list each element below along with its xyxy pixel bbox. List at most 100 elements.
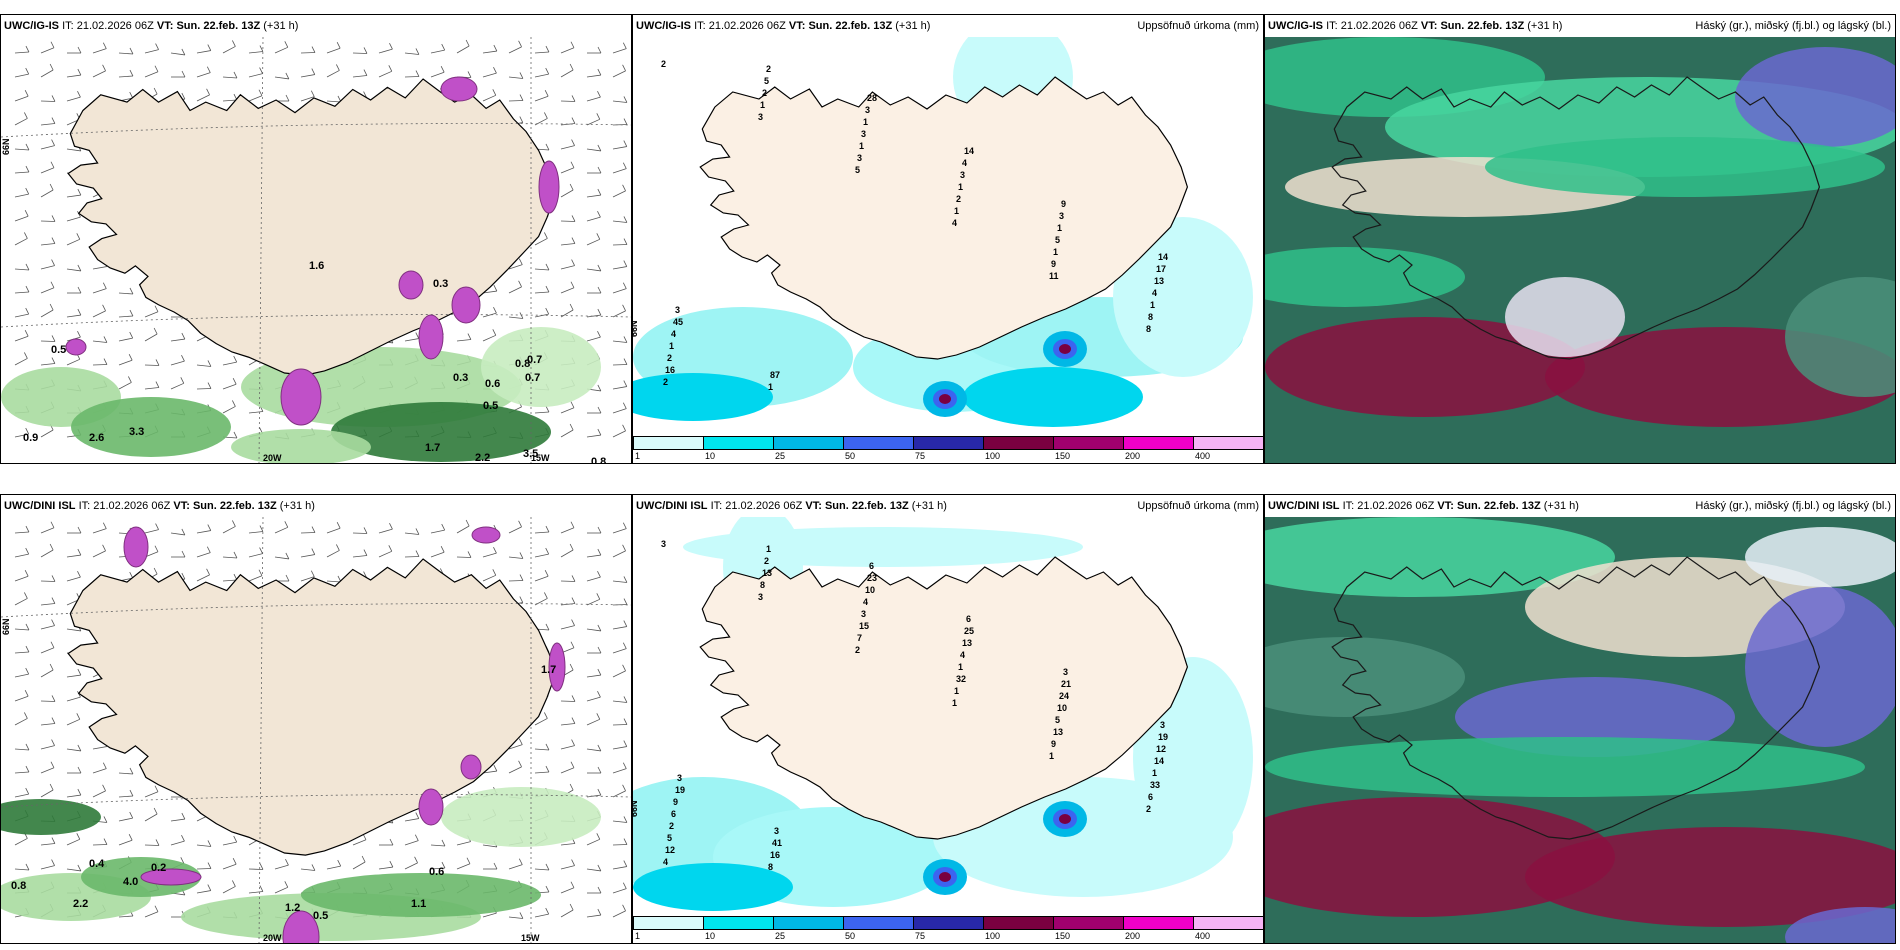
precip-value-label: 1 bbox=[958, 662, 963, 672]
precip-value-label: 16 bbox=[770, 850, 780, 860]
lat-label-66n: 66N bbox=[1, 618, 11, 635]
cloud-title: Háský (gr.), miðský (fj.bl.) og lágský (… bbox=[1695, 500, 1891, 512]
wind-value-label: 3.5 bbox=[523, 448, 538, 460]
precip-value-label: 4 bbox=[960, 650, 965, 660]
panel-header: UWC/IG-IS IT: 21.02.2026 06Z VT: Sun. 22… bbox=[1265, 15, 1895, 37]
precip-value-label: 32 bbox=[956, 674, 966, 684]
precip-value-label: 3 bbox=[774, 826, 779, 836]
precip-value-label: 1 bbox=[760, 100, 765, 110]
precip-value-label: 3 bbox=[677, 773, 682, 783]
colorbar-swatch bbox=[843, 436, 914, 450]
precip-value-label: 2 bbox=[764, 556, 769, 566]
colorbar-swatch bbox=[703, 916, 774, 930]
vt-label: VT: bbox=[788, 20, 806, 32]
precip-value-label: 16 bbox=[665, 365, 675, 375]
precip-value-label: 1 bbox=[859, 141, 864, 151]
model-name: UWC/DINI ISL bbox=[636, 500, 708, 512]
magenta-cells bbox=[123, 526, 566, 943]
precip-value-label: 24 bbox=[1059, 691, 1069, 701]
precip-value-label: 5 bbox=[1055, 235, 1060, 245]
precip-value-label: 2 bbox=[855, 645, 860, 655]
wind-value-label: 0.8 bbox=[11, 880, 26, 892]
precip-value-label: 3 bbox=[1059, 211, 1064, 221]
precip-core bbox=[939, 872, 951, 882]
colorbar-tick-label: 25 bbox=[775, 451, 786, 461]
wind-value-label: 1.6 bbox=[309, 260, 324, 272]
vt-value: Sun. 22.feb. 13Z bbox=[176, 20, 261, 32]
vt-label: VT: bbox=[805, 500, 822, 512]
precip-value-label: 9 bbox=[1051, 259, 1056, 269]
colorbar-tick-label: 50 bbox=[845, 931, 856, 941]
wind-value-label: 0.6 bbox=[485, 378, 500, 390]
precip-value-label: 13 bbox=[1053, 727, 1063, 737]
precip-value-label: 2 bbox=[762, 88, 767, 98]
colorbar-tick-label: 75 bbox=[915, 451, 926, 461]
colorbar-swatch bbox=[1053, 436, 1124, 450]
vt-label: VT: bbox=[1420, 20, 1438, 32]
cloud-panel-bottom: UWC/DINI ISL IT: 21.02.2026 06Z VT: Sun.… bbox=[1264, 494, 1896, 944]
model-name: UWC/IG-IS bbox=[636, 20, 691, 32]
wind-value-label: 2.2 bbox=[73, 898, 88, 910]
precip-value-label: 4 bbox=[1152, 288, 1157, 298]
precip-value-label: 3 bbox=[758, 592, 763, 602]
wind-value-label: 0.6 bbox=[429, 866, 444, 878]
wind-value-label: 0.2 bbox=[151, 862, 166, 874]
colorbar-swatch bbox=[913, 916, 984, 930]
vt-label: VT: bbox=[156, 20, 174, 32]
graticule bbox=[1, 517, 631, 943]
wind-value-label: 1.7 bbox=[541, 664, 556, 676]
precip-colorbar: 1 10 25 50 75 100 150 200 400 bbox=[633, 916, 1263, 943]
precip-value-label: 13 bbox=[962, 638, 972, 648]
colorbar-tick-label: 400 bbox=[1195, 451, 1211, 461]
lon-label-20w: 20W bbox=[263, 933, 282, 943]
cloud-map bbox=[1265, 517, 1895, 943]
precip-value-label: 5 bbox=[1055, 715, 1060, 725]
precip-value-label: 4 bbox=[952, 218, 957, 228]
precip-value-label: 7 bbox=[857, 633, 862, 643]
colorbar-tick-label: 1 bbox=[635, 451, 641, 461]
precip-value-label: 1 bbox=[766, 544, 771, 554]
precip-value-label: 13 bbox=[762, 568, 772, 578]
iceland-landmass bbox=[67, 78, 557, 376]
wind-value-label: 3.3 bbox=[129, 426, 144, 438]
graticule bbox=[1, 37, 631, 463]
colorbar-tick-label: 200 bbox=[1125, 931, 1141, 941]
colorbar-tick-label: 150 bbox=[1055, 451, 1071, 461]
precip-value-label: 11 bbox=[1049, 271, 1059, 281]
precip-value-label: 25 bbox=[964, 626, 974, 636]
precip-colorbar: 1 10 25 50 75 100 150 200 400 bbox=[633, 436, 1263, 463]
wind-value-label: 0.5 bbox=[51, 344, 66, 356]
precip-value-label: 3 bbox=[1160, 720, 1165, 730]
precip-value-label: 2 bbox=[663, 377, 668, 387]
precip-value-label: 8 bbox=[768, 862, 773, 872]
precip-value-label: 1 bbox=[954, 686, 959, 696]
precip-value-label: 2 bbox=[667, 353, 672, 363]
precip-shading bbox=[1, 787, 601, 941]
precip-value-label: 6 bbox=[869, 561, 874, 571]
wind-panel-bottom: UWC/DINI ISL IT: 21.02.2026 06Z VT: Sun.… bbox=[0, 494, 632, 944]
cloud-panel-top: UWC/IG-IS IT: 21.02.2026 06Z VT: Sun. 22… bbox=[1264, 14, 1896, 464]
precip-value-label: 2 bbox=[956, 194, 961, 204]
precip-value-label: 12 bbox=[665, 845, 675, 855]
precip-value-label: 14 bbox=[1158, 252, 1168, 262]
precip-value-label: 9 bbox=[673, 797, 678, 807]
colorbar-swatch bbox=[633, 916, 704, 930]
precip-value-label: 8 bbox=[760, 580, 765, 590]
precip-value-label: 1 bbox=[954, 206, 959, 216]
precip-value-label: 3 bbox=[861, 129, 866, 139]
colorbar-swatch bbox=[1123, 916, 1194, 930]
precip-value-label: 5 bbox=[764, 76, 769, 86]
colorbar-tick-label: 150 bbox=[1055, 931, 1071, 941]
panel-header: UWC/IG-IS IT: 21.02.2026 06Z VT: Sun. 22… bbox=[1, 15, 631, 37]
precip-value-label: 8 bbox=[1146, 324, 1151, 334]
precip-value-label: 21 bbox=[1061, 679, 1071, 689]
it-label: IT: bbox=[710, 500, 723, 512]
precip-value-label: 3 bbox=[861, 609, 866, 619]
it-label: IT: bbox=[62, 20, 74, 32]
precip-value-label: 1 bbox=[1049, 751, 1054, 761]
model-name: UWC/IG-IS bbox=[1268, 20, 1323, 32]
colorbar-tick-label: 75 bbox=[915, 931, 926, 941]
cloud-title: Háský (gr.), miðský (fj.bl.) og lágský (… bbox=[1695, 20, 1891, 32]
lead-time: (+31 h) bbox=[911, 500, 947, 512]
wind-value-label: 2.6 bbox=[89, 432, 104, 444]
